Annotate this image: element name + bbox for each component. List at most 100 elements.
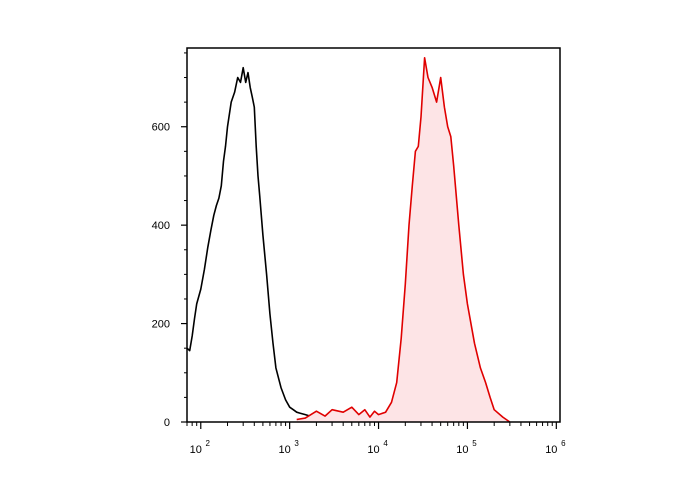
series-0-point (285, 399, 286, 400)
series-1-point (415, 151, 416, 152)
series-0-point (194, 318, 195, 319)
y-tick-label-400: 400 (152, 220, 170, 232)
series-1-point (316, 411, 317, 412)
series-1-point (401, 338, 402, 339)
series-0-point (223, 161, 224, 162)
series-0-point (196, 303, 197, 304)
series-0-point (192, 335, 193, 336)
series-0-line (186, 66, 352, 423)
series-1-point (391, 402, 392, 403)
series-0-point (293, 409, 294, 410)
series-1-point (418, 146, 419, 147)
x-tick-exponent-5: 5 (472, 439, 477, 448)
series-0-point (250, 87, 251, 88)
series-0-point (200, 289, 201, 290)
series-1-point (502, 417, 503, 418)
series-1-point (369, 417, 370, 418)
series-0-point (256, 146, 257, 147)
series-1-point (420, 116, 421, 117)
series-1-point (378, 414, 379, 415)
series-1-point (453, 166, 454, 167)
y-tick-label-600: 600 (152, 122, 170, 134)
x-tick-label-6: 10 (545, 444, 557, 456)
series-1-point (364, 409, 365, 410)
series-1-point (405, 284, 406, 285)
series-1-point (440, 77, 441, 78)
series-1-point (343, 412, 344, 413)
series-1-point (324, 416, 325, 417)
series-0-point (252, 97, 253, 98)
series-0-point (275, 367, 276, 368)
series-1-point (450, 136, 451, 137)
plot-frame (186, 47, 561, 423)
series-0-point (207, 247, 208, 248)
series-0-point (261, 215, 262, 216)
y-tick-label-200: 200 (152, 319, 170, 331)
series-0-point (299, 413, 300, 414)
series-0-point (280, 387, 281, 388)
series-0-point (210, 230, 211, 231)
series-0-point (259, 195, 260, 196)
x-tick-label-3: 10 (279, 444, 291, 456)
series-layer (186, 56, 511, 423)
series-1-point (490, 397, 491, 398)
series-1-point (480, 367, 481, 368)
series-1-point (444, 107, 445, 108)
x-tick-label-2: 10 (190, 444, 202, 456)
series-1-point (485, 382, 486, 383)
x-tick-label-4: 10 (367, 444, 379, 456)
series-1-point (458, 225, 459, 226)
series-0-point (245, 82, 246, 83)
series-1-point (385, 412, 386, 413)
series-1-point (474, 343, 475, 344)
series-0-point (296, 412, 297, 413)
series-1-point (296, 419, 297, 420)
series-0-point (231, 102, 232, 103)
series-0-point (213, 215, 214, 216)
series-0-point (240, 82, 241, 83)
series-0-point (305, 414, 306, 415)
x-tick-exponent-6: 6 (561, 439, 566, 448)
series-1-point (358, 414, 359, 415)
series-1-point (412, 185, 413, 186)
series-0-point (243, 67, 244, 68)
series-1-point (432, 87, 433, 88)
series-1-point (436, 102, 437, 103)
series-0-point (257, 175, 258, 176)
series-0-point (227, 126, 228, 127)
series-1-line (296, 56, 511, 423)
series-0-point (221, 185, 222, 186)
series-1-point (351, 407, 352, 408)
x-tick-exponent-2: 2 (206, 439, 211, 448)
series-1-point (305, 418, 306, 419)
y-tick-label-0: 0 (164, 417, 170, 429)
series-1-point (396, 382, 397, 383)
series-0-point (266, 274, 267, 275)
x-tick-exponent-3: 3 (294, 439, 299, 448)
series-1-point (494, 409, 495, 410)
series-0-point (189, 350, 190, 351)
series-0-point (262, 234, 263, 235)
series-0-point (254, 107, 255, 108)
series-1-point (447, 126, 448, 127)
series-0-point (272, 343, 273, 344)
series-0-point (216, 205, 217, 206)
series-0-point (218, 198, 219, 199)
series-0-point (204, 269, 205, 270)
series-1-point (374, 411, 375, 412)
series-0-point (247, 72, 248, 73)
series-0-point (237, 77, 238, 78)
series-1-point (427, 77, 428, 78)
series-0-point (225, 146, 226, 147)
series-1-point (408, 225, 409, 226)
series-1-fill (296, 57, 510, 423)
x-tick-exponent-4: 4 (383, 439, 388, 448)
series-1-point (332, 409, 333, 410)
x-tick-label-5: 10 (456, 444, 468, 456)
series-0-point (289, 407, 290, 408)
series-0-point (269, 313, 270, 314)
series-1-point (424, 57, 425, 58)
